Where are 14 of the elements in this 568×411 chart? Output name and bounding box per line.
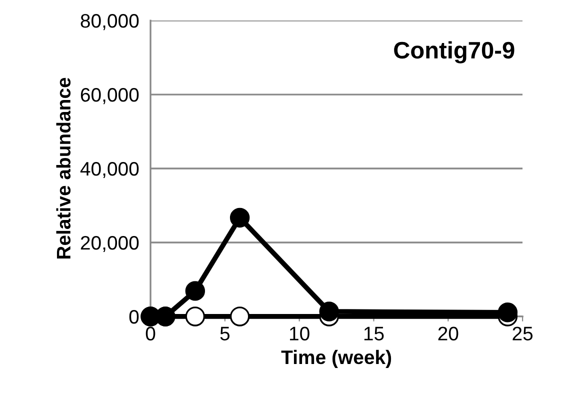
y-tick-label: 40,000 [80, 162, 139, 178]
x-tick-label: 15 [364, 326, 384, 340]
y-tick-label: 0 [129, 310, 139, 324]
y-axis-title: Relative abundance [56, 78, 71, 259]
y-tick-label: 20,000 [80, 236, 139, 252]
y-tick-label: 60,000 [80, 88, 139, 104]
y-tick-label: 80,000 [80, 14, 139, 30]
x-tick-label: 5 [220, 326, 230, 340]
text: Contig70-9 [394, 41, 514, 64]
x-tick-label: 10 [290, 326, 310, 340]
x-axis-title: Time (week) [281, 350, 392, 368]
x-tick-label: 25 [512, 326, 533, 340]
x-tick-label: 20 [438, 326, 458, 340]
x-tick-label: 0 [146, 326, 156, 340]
